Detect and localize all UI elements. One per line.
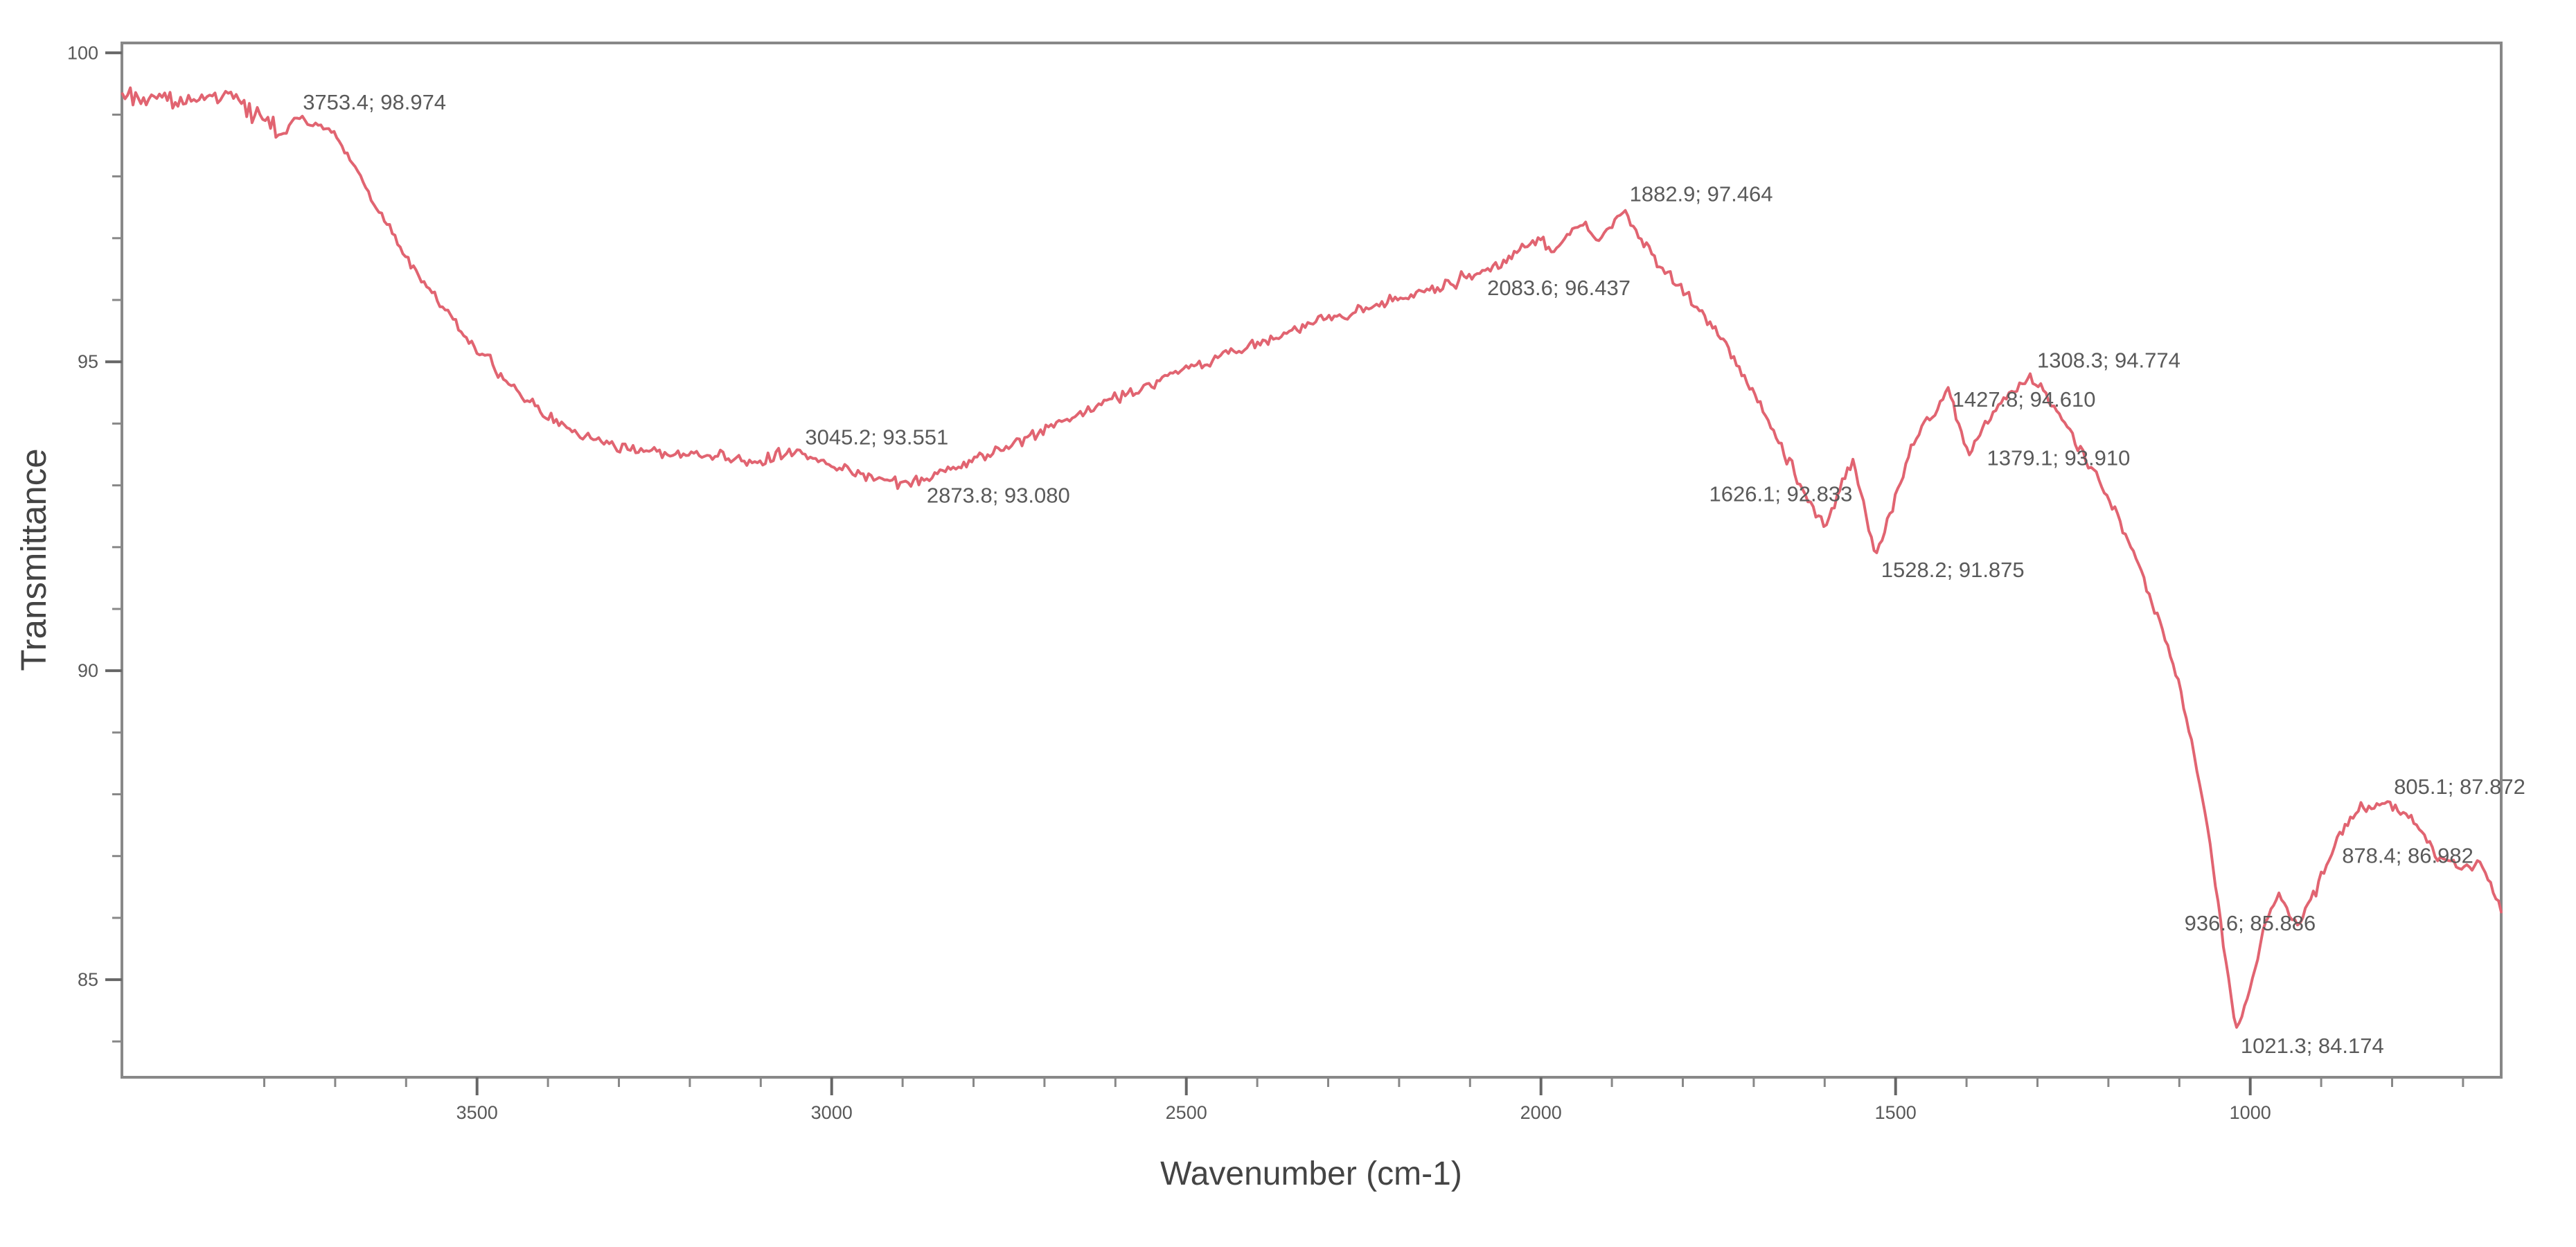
svg-text:1021.3; 84.174: 1021.3; 84.174 bbox=[2241, 1034, 2384, 1058]
svg-text:3753.4; 98.974: 3753.4; 98.974 bbox=[303, 90, 446, 114]
svg-text:1427.8; 94.610: 1427.8; 94.610 bbox=[1953, 387, 2096, 412]
svg-text:2083.6; 96.437: 2083.6; 96.437 bbox=[1487, 276, 1631, 300]
svg-text:1308.3; 94.774: 1308.3; 94.774 bbox=[2037, 348, 2180, 372]
svg-text:2500: 2500 bbox=[1166, 1102, 1207, 1123]
svg-text:3045.2; 93.551: 3045.2; 93.551 bbox=[805, 425, 948, 449]
svg-text:936.6; 85.886: 936.6; 85.886 bbox=[2185, 911, 2316, 935]
svg-text:805.1; 87.872: 805.1; 87.872 bbox=[2394, 775, 2525, 799]
svg-text:1626.1; 92.833: 1626.1; 92.833 bbox=[1709, 482, 1853, 506]
svg-text:1882.9; 97.464: 1882.9; 97.464 bbox=[1630, 182, 1773, 206]
svg-text:Transmittance: Transmittance bbox=[14, 448, 53, 671]
svg-text:1500: 1500 bbox=[1875, 1102, 1917, 1123]
svg-text:Wavenumber (cm-1): Wavenumber (cm-1) bbox=[1160, 1156, 1462, 1192]
svg-text:100: 100 bbox=[67, 42, 98, 63]
svg-text:3000: 3000 bbox=[811, 1102, 853, 1123]
svg-text:1000: 1000 bbox=[2230, 1102, 2271, 1123]
svg-text:3500: 3500 bbox=[456, 1102, 498, 1123]
svg-text:878.4; 86.982: 878.4; 86.982 bbox=[2342, 843, 2473, 867]
svg-text:1379.1; 93.910: 1379.1; 93.910 bbox=[1987, 445, 2131, 470]
svg-text:90: 90 bbox=[78, 660, 98, 681]
svg-text:2000: 2000 bbox=[1520, 1102, 1562, 1123]
svg-text:95: 95 bbox=[78, 351, 98, 372]
svg-text:1528.2; 91.875: 1528.2; 91.875 bbox=[1881, 558, 2025, 582]
svg-text:85: 85 bbox=[78, 969, 98, 990]
svg-text:2873.8; 93.080: 2873.8; 93.080 bbox=[927, 483, 1070, 507]
